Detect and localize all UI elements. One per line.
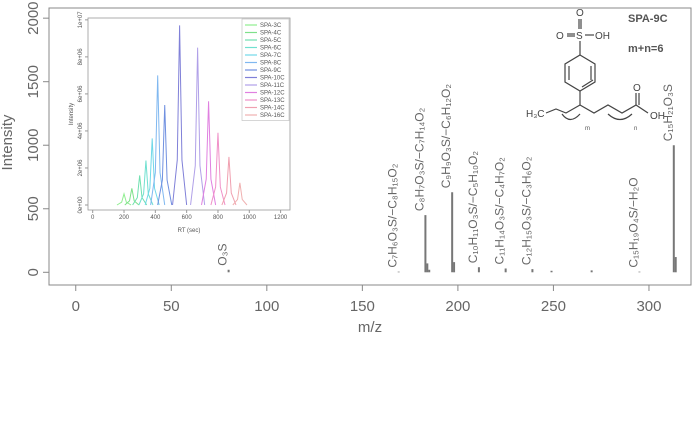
legend-label: SPA-9C xyxy=(260,68,282,74)
chain xyxy=(579,104,637,114)
x-tick-label: 1000 xyxy=(243,215,257,221)
trace xyxy=(124,188,140,206)
atom-label: O xyxy=(556,31,564,42)
atom-label: OH xyxy=(650,111,665,122)
legend-label: SPA-10C xyxy=(260,76,285,82)
peak-label: C₁₀H₁₁O₃S/−C₅H₁₀O₂ xyxy=(466,151,480,264)
x-tick-label: 150 xyxy=(350,298,375,315)
y-axis-label: Intensity xyxy=(0,114,16,170)
x-tick-label: 600 xyxy=(182,215,193,221)
trace xyxy=(190,47,206,206)
trace xyxy=(210,132,226,206)
peak-label: O₃S xyxy=(216,244,230,266)
y-tick-label: 4e+06 xyxy=(78,122,84,140)
bond xyxy=(581,79,594,88)
trace xyxy=(157,105,173,206)
legend-label: SPA-3C xyxy=(260,23,282,29)
x-tick-label: 200 xyxy=(445,298,470,315)
legend-label: SPA-16C xyxy=(260,113,285,119)
y-tick-label: 1000 xyxy=(25,129,42,162)
atom-label: S xyxy=(576,31,583,42)
trace xyxy=(232,182,248,206)
inset: 0 200 400 600 800 1000 1200 0e+00 2e+06 4e+06 6e+0… xyxy=(69,11,291,234)
x-axis-label: RT (sec) xyxy=(178,228,201,234)
y-tick-label: 1500 xyxy=(25,65,42,98)
x-tick-label: 0 xyxy=(72,298,80,315)
peak-label: C₈H₇O₃S/−C₇H₁₄O₂ xyxy=(412,107,426,211)
trace xyxy=(116,192,132,206)
peak-label: C₁₅H₂₁O₃S xyxy=(661,84,675,141)
atom-label: m xyxy=(585,126,590,132)
atom-label: OH xyxy=(595,31,610,42)
atom-label: n xyxy=(634,126,637,132)
x-tick-label: 100 xyxy=(254,298,279,315)
trace xyxy=(221,156,237,206)
x-tick-label: 0 xyxy=(91,215,95,221)
atom-label: O xyxy=(633,83,641,94)
peak-label: C₁₁H₁₄O₃S/−C₄H₇O₂ xyxy=(493,157,507,265)
x-axis-label: m/z xyxy=(358,319,382,336)
legend-label: SPA-7C xyxy=(260,53,282,59)
x-tick-label: 50 xyxy=(163,298,180,315)
legend-label: SPA-11C xyxy=(260,83,285,89)
structure-note: m+n=6 xyxy=(628,43,663,55)
legend-label: SPA-4C xyxy=(260,31,282,37)
x-tick-label: 400 xyxy=(150,215,161,221)
chain xyxy=(545,104,581,114)
x-tick-label: 1200 xyxy=(274,215,288,221)
y-tick-label: 0e+00 xyxy=(78,196,84,214)
atom-label: H₃C xyxy=(526,109,545,120)
x-tick-label: 200 xyxy=(119,215,130,221)
y-tick-label: 0 xyxy=(25,268,42,276)
trace xyxy=(138,160,154,206)
plot-frame xyxy=(48,7,692,286)
legend-label: SPA-8C xyxy=(260,61,282,67)
peak-label: C₁₂H₁₅O₃S/−C₃H₆O₂ xyxy=(519,156,533,265)
structure-title: SPA-9C xyxy=(628,13,668,25)
legend-label: SPA-12C xyxy=(260,91,285,97)
trace xyxy=(172,25,188,206)
legend-label: SPA-14C xyxy=(260,106,285,112)
structure xyxy=(545,19,649,121)
trace xyxy=(201,101,217,206)
bond xyxy=(635,104,649,114)
trace xyxy=(132,175,148,206)
y-tick-label: 8e+06 xyxy=(78,48,84,66)
y-tick-label: 1e+07 xyxy=(78,11,84,29)
x-tick-label: 800 xyxy=(213,215,224,221)
legend-label: SPA-5C xyxy=(260,38,282,44)
peak-label: C₁₅H₁₉O₄S/−H₂O xyxy=(626,177,640,267)
bracket-m xyxy=(561,113,581,121)
bracket-n xyxy=(607,113,633,121)
y-tick-label: 2000 xyxy=(25,1,42,34)
atom-label: O xyxy=(576,8,584,19)
x-tick-label: 300 xyxy=(636,298,661,315)
x-tick-label: 250 xyxy=(541,298,566,315)
peak-label: C₉H₉O₃S/−C₆H₁₂O₂ xyxy=(439,84,453,189)
y-tick-label: 500 xyxy=(25,196,42,221)
peak-label: C₇H₆O₃S/−C₈H₁₅O₂ xyxy=(386,163,400,267)
legend-label: SPA-13C xyxy=(260,98,285,104)
y-tick-label: 6e+06 xyxy=(78,85,84,103)
legend-label: SPA-6C xyxy=(260,46,282,52)
y-axis-label: Intensity xyxy=(69,103,75,125)
trace xyxy=(144,138,160,206)
y-tick-label: 2e+06 xyxy=(78,159,84,177)
